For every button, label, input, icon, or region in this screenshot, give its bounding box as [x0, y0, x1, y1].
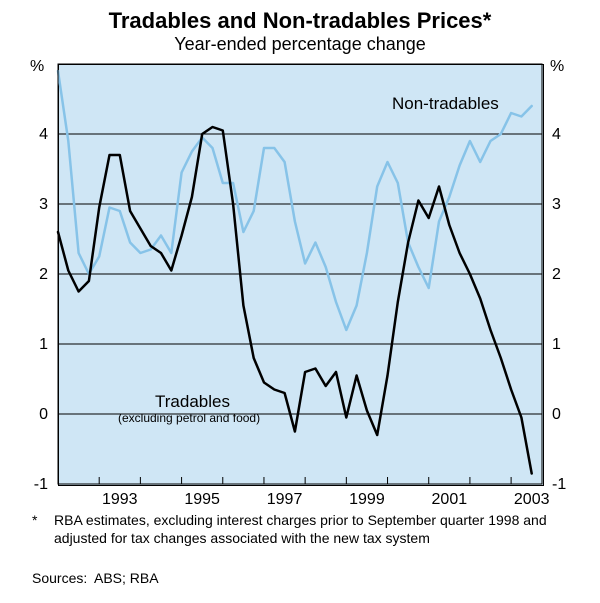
sources-label: Sources:	[32, 570, 87, 588]
svg-text:4: 4	[552, 126, 561, 143]
svg-text:3: 3	[552, 196, 561, 213]
svg-text:2003: 2003	[514, 491, 550, 508]
svg-text:-1: -1	[34, 476, 48, 493]
svg-text:1995: 1995	[184, 491, 220, 508]
y-right-unit: %	[550, 58, 564, 76]
svg-text:-1: -1	[552, 476, 566, 493]
svg-text:1993: 1993	[102, 491, 138, 508]
chart-container: Tradables and Non-tradables Prices* Year…	[0, 0, 600, 603]
svg-text:1999: 1999	[349, 491, 385, 508]
svg-text:0: 0	[552, 406, 561, 423]
svg-text:1997: 1997	[267, 491, 303, 508]
footnote-text: RBA estimates, excluding interest charge…	[54, 512, 574, 547]
sources-text: ABS; RBA	[94, 570, 159, 588]
footnote-marker: *	[32, 512, 37, 530]
label-non-tradables: Non-tradables	[392, 94, 499, 114]
svg-text:2001: 2001	[432, 491, 468, 508]
label-tradables: Tradables	[155, 392, 230, 412]
svg-text:1: 1	[552, 336, 561, 353]
svg-text:2: 2	[39, 266, 48, 283]
svg-text:2: 2	[552, 266, 561, 283]
svg-text:1: 1	[39, 336, 48, 353]
y-left-unit: %	[30, 58, 44, 76]
svg-text:0: 0	[39, 406, 48, 423]
svg-text:4: 4	[39, 126, 48, 143]
label-tradables-sub: (excluding petrol and food)	[118, 411, 260, 425]
svg-text:3: 3	[39, 196, 48, 213]
